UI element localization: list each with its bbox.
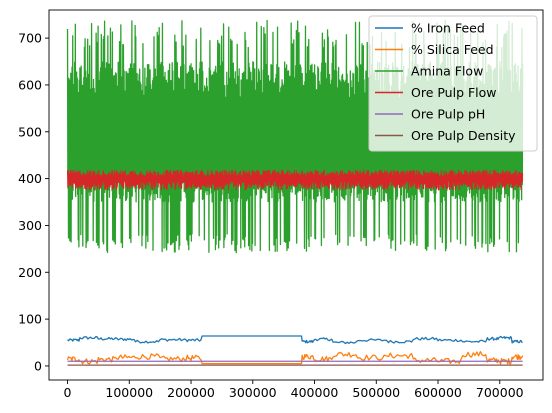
legend-label-pct-iron-feed: % Iron Feed bbox=[411, 21, 485, 36]
legend-label-ore-pulp-density: Ore Pulp Density bbox=[411, 128, 516, 143]
legend-label-amina-flow: Amina Flow bbox=[411, 64, 483, 79]
legend-label-ore-pulp-flow: Ore Pulp Flow bbox=[411, 85, 497, 100]
y-tick-label: 0 bbox=[34, 358, 42, 373]
x-tick-label: 300000 bbox=[229, 385, 277, 400]
x-tick-label: 200000 bbox=[167, 385, 215, 400]
legend: % Iron Feed % Silica Feed Amina Flow Ore Pu… bbox=[369, 16, 537, 151]
y-tick-label: 500 bbox=[18, 124, 42, 139]
x-tick-label: 400000 bbox=[291, 385, 339, 400]
x-tick-label: 600000 bbox=[414, 385, 462, 400]
legend-label-pct-silica-feed: % Silica Feed bbox=[411, 42, 494, 57]
x-tick-label: 0 bbox=[64, 385, 72, 400]
y-tick-label: 100 bbox=[18, 312, 42, 327]
y-tick-label: 700 bbox=[18, 31, 42, 46]
y-tick-label: 300 bbox=[18, 218, 42, 233]
y-tick-label: 200 bbox=[18, 265, 42, 280]
x-tick-label: 700000 bbox=[476, 385, 524, 400]
x-tick-label: 100000 bbox=[105, 385, 153, 400]
y-tick-label: 400 bbox=[18, 171, 42, 186]
legend-label-ore-pulp-ph: Ore Pulp pH bbox=[411, 107, 485, 122]
x-tick-label: 500000 bbox=[352, 385, 400, 400]
y-tick-label: 600 bbox=[18, 77, 42, 92]
